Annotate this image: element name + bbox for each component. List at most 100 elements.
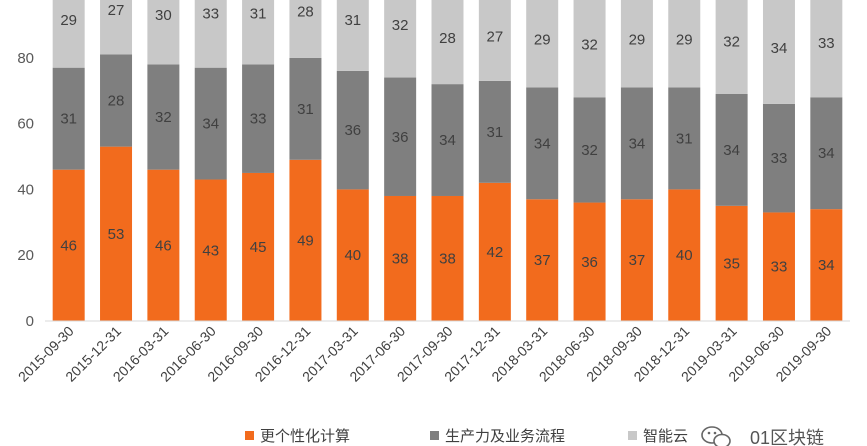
data-label: 31 [344, 12, 361, 29]
data-label: 29 [534, 32, 551, 49]
data-label: 32 [581, 142, 598, 159]
bar-segment [526, 0, 559, 88]
bar-segment [194, 67, 227, 180]
data-label: 33 [771, 150, 788, 167]
bar-segment [384, 195, 417, 321]
bar-segment [336, 70, 369, 190]
data-label: 32 [392, 17, 409, 34]
data-label: 43 [202, 242, 219, 259]
bar-segment [100, 54, 133, 147]
legend: 更个性化计算 生产力及业务流程 智能云 [245, 427, 688, 445]
bar-segment [762, 212, 795, 321]
watermark-text: 01区块链 [750, 428, 824, 446]
data-label: 27 [487, 28, 504, 45]
bar-segment [668, 0, 701, 88]
bar-segment [194, 179, 227, 321]
data-label: 36 [344, 122, 361, 139]
data-label: 33 [818, 35, 835, 52]
data-label: 34 [629, 135, 646, 152]
bar-segment [147, 169, 180, 321]
data-label: 31 [487, 124, 504, 141]
legend-swatch [245, 431, 254, 440]
data-label: 32 [723, 33, 740, 50]
bar-segment [147, 0, 180, 65]
bar-segment [715, 0, 748, 94]
data-label: 31 [250, 5, 267, 22]
y-tick-label: 40 [17, 181, 34, 198]
bar-segment [573, 0, 606, 98]
data-label: 40 [344, 247, 361, 264]
bar-segment [810, 97, 843, 210]
y-tick-label: 60 [17, 116, 34, 133]
bar-segment [715, 205, 748, 321]
data-label: 35 [723, 255, 740, 272]
bar-segment [810, 209, 843, 321]
bar-segment [620, 87, 653, 200]
y-axis: 0 20 40 60 80 [17, 50, 34, 330]
data-label: 36 [581, 254, 598, 271]
bar-segment [478, 80, 511, 183]
data-label: 46 [60, 237, 77, 254]
bar-segment [762, 103, 795, 213]
bar-segment [478, 182, 511, 321]
data-label: 34 [818, 257, 835, 274]
bar-segment [384, 0, 417, 78]
data-label: 34 [818, 145, 835, 162]
bar-segment [668, 87, 701, 190]
bar-segment [668, 189, 701, 321]
bar-area: 46 31 29 53 28 27 46 32 30 43 34 33 45 33 31 49 31 28 40 36… [52, 0, 843, 321]
bar-segment [431, 195, 464, 321]
bar-segment [52, 67, 85, 170]
data-label: 30 [155, 7, 172, 24]
data-label: 38 [392, 250, 409, 267]
data-label: 31 [676, 130, 693, 147]
data-label: 37 [534, 252, 551, 269]
data-label: 27 [108, 2, 125, 19]
bar-segment [762, 0, 795, 104]
y-tick-label: 0 [26, 313, 34, 330]
data-label: 29 [629, 32, 646, 49]
data-label: 34 [771, 40, 788, 57]
bar-segment [526, 87, 559, 200]
bar-segment [289, 57, 322, 160]
y-tick-label: 20 [17, 247, 34, 264]
bar-segment [242, 172, 275, 321]
legend-label: 生产力及业务流程 [445, 428, 565, 445]
x-axis: 2015-09-302015-12-312016-03-312016-06-30… [15, 320, 850, 385]
data-label: 34 [534, 135, 551, 152]
data-label: 53 [108, 226, 125, 243]
data-label: 32 [155, 109, 172, 126]
wechat-icon [701, 426, 731, 446]
data-label: 28 [108, 93, 125, 110]
bar-segment [289, 0, 322, 58]
legend-swatch [430, 431, 439, 440]
data-label: 34 [439, 132, 456, 149]
bar-segment [336, 189, 369, 321]
bar-segment [100, 146, 133, 321]
data-label: 49 [297, 232, 314, 249]
y-tick-label: 80 [17, 50, 34, 67]
bar-segment [289, 159, 322, 321]
data-label: 37 [629, 252, 646, 269]
bar-segment [52, 0, 85, 68]
data-label: 28 [439, 30, 456, 47]
data-label: 36 [392, 129, 409, 146]
data-label: 38 [439, 250, 456, 267]
data-label: 45 [250, 239, 267, 256]
data-label: 42 [487, 244, 504, 261]
data-label: 33 [250, 111, 267, 128]
legend-label: 智能云 [643, 427, 688, 445]
data-label: 34 [723, 142, 740, 159]
bar-segment [147, 64, 180, 170]
bar-segment [431, 84, 464, 196]
bar-segment [620, 199, 653, 321]
data-label: 31 [297, 101, 314, 118]
bar-segment [715, 93, 748, 206]
data-label: 31 [60, 111, 77, 128]
bar-segment [573, 97, 606, 203]
bar-segment [810, 0, 843, 98]
bar-segment [526, 199, 559, 321]
legend-label: 更个性化计算 [260, 427, 350, 445]
data-label: 40 [676, 247, 693, 264]
